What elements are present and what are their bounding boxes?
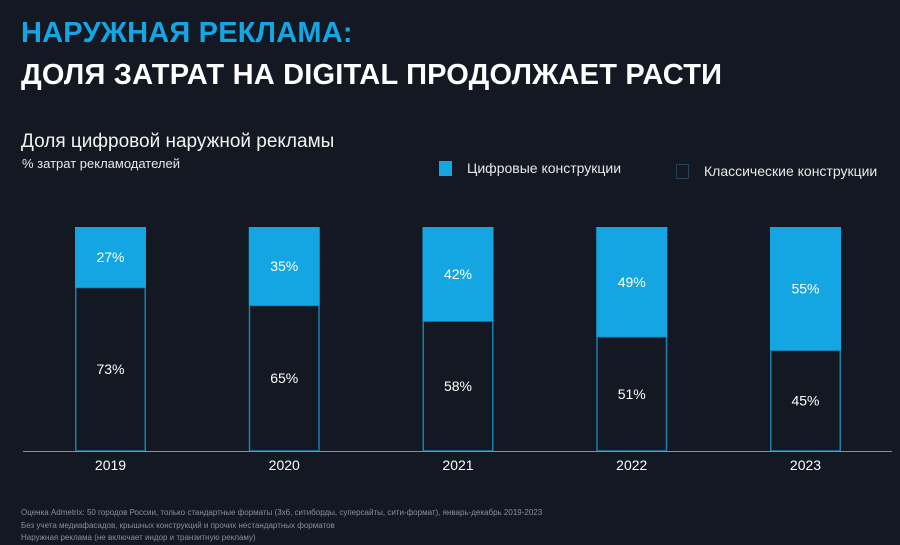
data-label-digital-2019: 27% bbox=[96, 249, 124, 265]
legend-label-digital: Цифровые конструкции bbox=[467, 160, 622, 176]
legend-item-classic: Классические конструкции bbox=[676, 163, 877, 179]
data-label-classic-2023: 45% bbox=[791, 393, 819, 409]
data-label-classic-2020: 65% bbox=[270, 370, 298, 386]
footnote: Наружная реклама (не включает индор и тр… bbox=[21, 533, 256, 542]
x-tick-labels: 2019 2020 2021 2022 2023 bbox=[95, 457, 821, 473]
x-tick-label-2022: 2022 bbox=[616, 457, 647, 473]
x-tick-label-2019: 2019 bbox=[95, 457, 126, 473]
data-label-classic-2019: 73% bbox=[96, 361, 124, 377]
bar-digital-2020 bbox=[248, 227, 320, 306]
bars-group: 27% 73% 35% 65% 42% 58% 49% 51% 55% 45% bbox=[75, 227, 841, 452]
title-line-1: НАРУЖНАЯ РЕКЛАМА: bbox=[21, 17, 353, 49]
bar-classic-2023 bbox=[770, 349, 841, 452]
legend-swatch-classic bbox=[676, 163, 689, 179]
bar-classic-2021 bbox=[422, 320, 494, 452]
legend-swatch-digital bbox=[439, 160, 452, 176]
data-label-classic-2021: 58% bbox=[444, 378, 472, 394]
x-tick-label-2020: 2020 bbox=[269, 457, 300, 473]
bar-digital-2023 bbox=[770, 227, 841, 351]
x-tick-label-2023: 2023 bbox=[790, 457, 821, 473]
footnotes: Оценка Admetrix: 50 городов России, толь… bbox=[21, 507, 542, 545]
x-tick-label-2021: 2021 bbox=[442, 457, 473, 473]
legend-label-classic: Классические конструкции bbox=[704, 163, 878, 179]
footnote: Без учета медиафасадов, крышных конструк… bbox=[21, 520, 335, 530]
data-label-classic-2022: 51% bbox=[618, 386, 646, 402]
data-label-digital-2022: 49% bbox=[618, 274, 646, 290]
bar-digital-2021 bbox=[422, 227, 494, 322]
data-label-digital-2023: 55% bbox=[791, 281, 819, 297]
bar-classic-2020 bbox=[248, 304, 320, 452]
bar-digital-2019 bbox=[75, 227, 146, 288]
bar-digital-2022 bbox=[596, 227, 668, 337]
bar-classic-2019 bbox=[75, 286, 146, 452]
footnote: Оценка Admetrix: 50 городов России, толь… bbox=[21, 508, 543, 517]
legend-item-digital: Цифровые конструкции bbox=[439, 160, 621, 176]
bar-classic-2022 bbox=[596, 336, 668, 452]
title-line-2: ДОЛЯ ЗАТРАТ НА DIGITAL ПРОДОЛЖАЕТ РАСТИ bbox=[21, 59, 723, 91]
data-label-digital-2020: 35% bbox=[270, 258, 298, 274]
chart-subtitle: % затрат рекламодателей bbox=[22, 156, 180, 171]
chart-title: Доля цифровой наружной рекламы bbox=[21, 131, 335, 152]
data-label-digital-2021: 42% bbox=[444, 266, 472, 282]
